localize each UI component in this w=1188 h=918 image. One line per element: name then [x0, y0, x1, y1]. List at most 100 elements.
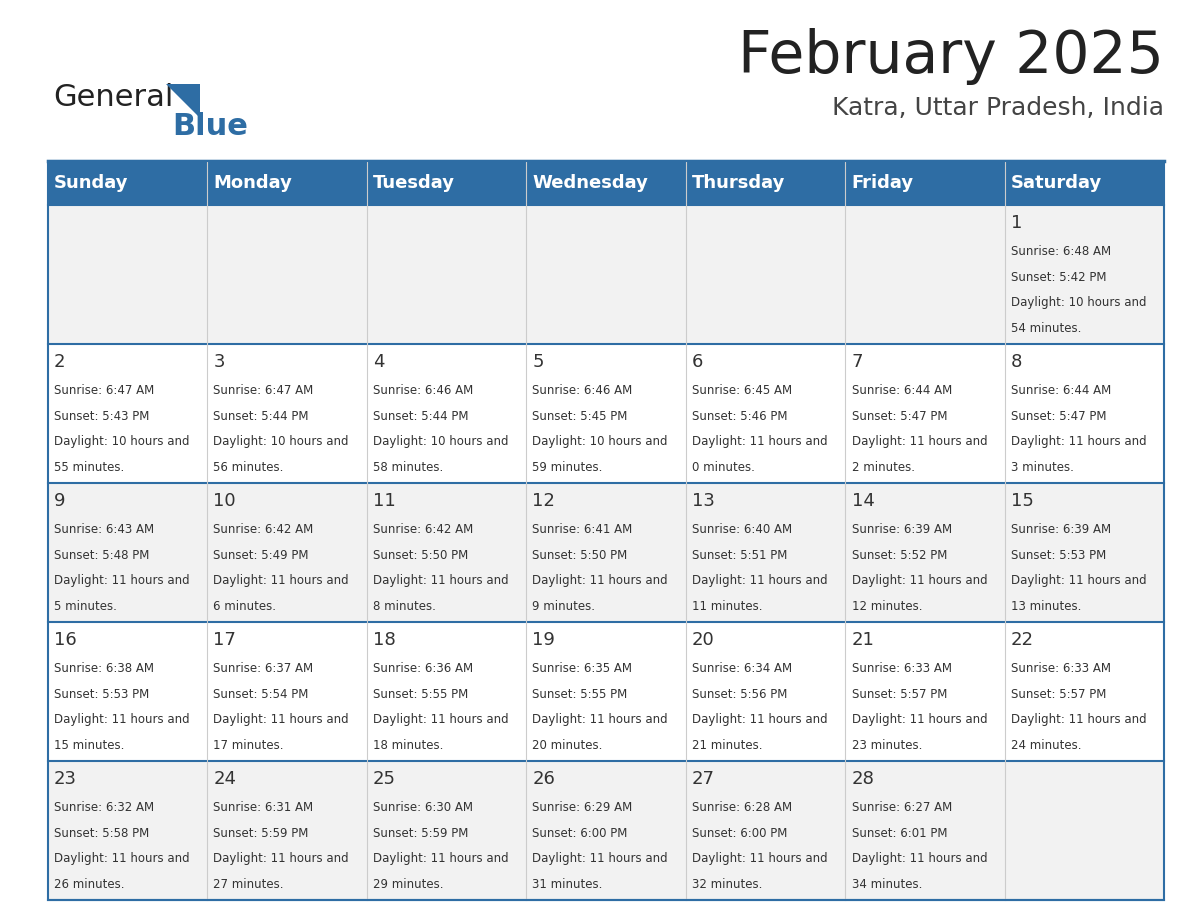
Text: Sunset: 5:56 PM: Sunset: 5:56 PM: [693, 688, 788, 700]
Text: Sunset: 5:58 PM: Sunset: 5:58 PM: [53, 827, 150, 840]
Text: 20: 20: [693, 632, 715, 649]
Text: Sunrise: 6:48 AM: Sunrise: 6:48 AM: [1011, 245, 1111, 258]
Text: 4: 4: [373, 353, 385, 372]
Text: Sunset: 6:01 PM: Sunset: 6:01 PM: [852, 827, 947, 840]
Text: 22: 22: [1011, 632, 1034, 649]
Text: 20 minutes.: 20 minutes.: [532, 739, 602, 752]
Text: Sunset: 5:52 PM: Sunset: 5:52 PM: [852, 549, 947, 562]
Text: 16: 16: [53, 632, 77, 649]
Text: 15 minutes.: 15 minutes.: [53, 739, 125, 752]
Text: Daylight: 10 hours and: Daylight: 10 hours and: [53, 435, 189, 448]
Text: Sunset: 5:44 PM: Sunset: 5:44 PM: [373, 409, 468, 422]
Text: 24 minutes.: 24 minutes.: [1011, 739, 1081, 752]
Text: 17: 17: [214, 632, 236, 649]
Text: Daylight: 11 hours and: Daylight: 11 hours and: [852, 853, 987, 866]
Text: Daylight: 11 hours and: Daylight: 11 hours and: [1011, 435, 1146, 448]
Text: 34 minutes.: 34 minutes.: [852, 879, 922, 891]
Text: 3: 3: [214, 353, 225, 372]
Text: 25: 25: [373, 770, 396, 789]
Bar: [48, 483, 1164, 621]
Text: Sunrise: 6:46 AM: Sunrise: 6:46 AM: [532, 384, 633, 397]
Text: Sunset: 5:43 PM: Sunset: 5:43 PM: [53, 409, 150, 422]
Text: Sunset: 5:45 PM: Sunset: 5:45 PM: [532, 409, 628, 422]
Text: Sunset: 5:48 PM: Sunset: 5:48 PM: [53, 549, 150, 562]
Polygon shape: [166, 84, 200, 118]
Text: Daylight: 11 hours and: Daylight: 11 hours and: [214, 575, 349, 588]
Text: 21: 21: [852, 632, 874, 649]
Text: Daylight: 11 hours and: Daylight: 11 hours and: [1011, 713, 1146, 726]
Text: Sunset: 5:50 PM: Sunset: 5:50 PM: [373, 549, 468, 562]
Text: Sunrise: 6:32 AM: Sunrise: 6:32 AM: [53, 801, 154, 814]
Text: Sunset: 5:59 PM: Sunset: 5:59 PM: [214, 827, 309, 840]
Text: 7: 7: [852, 353, 862, 372]
Text: Daylight: 11 hours and: Daylight: 11 hours and: [214, 713, 349, 726]
Text: Sunrise: 6:46 AM: Sunrise: 6:46 AM: [373, 384, 473, 397]
Text: Daylight: 11 hours and: Daylight: 11 hours and: [373, 853, 508, 866]
Text: Sunrise: 6:30 AM: Sunrise: 6:30 AM: [373, 801, 473, 814]
Text: 12 minutes.: 12 minutes.: [852, 600, 922, 613]
Text: Daylight: 11 hours and: Daylight: 11 hours and: [53, 713, 190, 726]
Text: 1: 1: [1011, 215, 1023, 232]
Bar: [48, 161, 1164, 900]
Text: Sunrise: 6:27 AM: Sunrise: 6:27 AM: [852, 801, 952, 814]
Text: Daylight: 10 hours and: Daylight: 10 hours and: [214, 435, 349, 448]
Text: 24: 24: [214, 770, 236, 789]
Text: 59 minutes.: 59 minutes.: [532, 461, 602, 474]
Text: Sunset: 5:57 PM: Sunset: 5:57 PM: [1011, 688, 1106, 700]
Text: February 2025: February 2025: [739, 28, 1164, 84]
Text: Sunrise: 6:47 AM: Sunrise: 6:47 AM: [214, 384, 314, 397]
Text: Wednesday: Wednesday: [532, 174, 649, 192]
Text: Sunset: 6:00 PM: Sunset: 6:00 PM: [532, 827, 628, 840]
Text: Sunrise: 6:39 AM: Sunrise: 6:39 AM: [852, 523, 952, 536]
Text: 26: 26: [532, 770, 555, 789]
Text: 13 minutes.: 13 minutes.: [1011, 600, 1081, 613]
Text: 18 minutes.: 18 minutes.: [373, 739, 443, 752]
Text: Sunrise: 6:36 AM: Sunrise: 6:36 AM: [373, 662, 473, 675]
Bar: [48, 205, 1164, 343]
Text: 8: 8: [1011, 353, 1023, 372]
Text: Daylight: 11 hours and: Daylight: 11 hours and: [693, 713, 828, 726]
Text: 18: 18: [373, 632, 396, 649]
Text: 12: 12: [532, 492, 555, 510]
Text: Daylight: 10 hours and: Daylight: 10 hours and: [373, 435, 508, 448]
Bar: [48, 761, 1164, 900]
Text: Sunset: 5:50 PM: Sunset: 5:50 PM: [532, 549, 627, 562]
Text: Daylight: 11 hours and: Daylight: 11 hours and: [693, 435, 828, 448]
Text: General: General: [53, 83, 173, 112]
Text: 13: 13: [693, 492, 715, 510]
Text: 2 minutes.: 2 minutes.: [852, 461, 915, 474]
Text: 55 minutes.: 55 minutes.: [53, 461, 125, 474]
Text: Daylight: 11 hours and: Daylight: 11 hours and: [852, 713, 987, 726]
Text: 21 minutes.: 21 minutes.: [693, 739, 763, 752]
Text: Sunset: 5:46 PM: Sunset: 5:46 PM: [693, 409, 788, 422]
Text: Sunset: 5:54 PM: Sunset: 5:54 PM: [214, 688, 309, 700]
Bar: [48, 621, 1164, 761]
Text: 11 minutes.: 11 minutes.: [693, 600, 763, 613]
Text: Saturday: Saturday: [1011, 174, 1102, 192]
Text: Sunrise: 6:28 AM: Sunrise: 6:28 AM: [693, 801, 792, 814]
Text: Sunset: 5:49 PM: Sunset: 5:49 PM: [214, 549, 309, 562]
Text: 26 minutes.: 26 minutes.: [53, 879, 125, 891]
Text: 23: 23: [53, 770, 77, 789]
Text: Daylight: 11 hours and: Daylight: 11 hours and: [53, 575, 190, 588]
Text: 32 minutes.: 32 minutes.: [693, 879, 763, 891]
Text: 10: 10: [214, 492, 236, 510]
Text: Sunrise: 6:34 AM: Sunrise: 6:34 AM: [693, 662, 792, 675]
Text: Sunrise: 6:40 AM: Sunrise: 6:40 AM: [693, 523, 792, 536]
Text: Sunrise: 6:33 AM: Sunrise: 6:33 AM: [852, 662, 952, 675]
Text: Sunset: 5:51 PM: Sunset: 5:51 PM: [693, 549, 788, 562]
Text: Sunrise: 6:29 AM: Sunrise: 6:29 AM: [532, 801, 633, 814]
Text: 58 minutes.: 58 minutes.: [373, 461, 443, 474]
Text: Sunset: 5:59 PM: Sunset: 5:59 PM: [373, 827, 468, 840]
Text: Sunrise: 6:44 AM: Sunrise: 6:44 AM: [852, 384, 952, 397]
Text: Sunrise: 6:35 AM: Sunrise: 6:35 AM: [532, 662, 632, 675]
Text: 54 minutes.: 54 minutes.: [1011, 322, 1081, 335]
Text: 27 minutes.: 27 minutes.: [214, 879, 284, 891]
Text: Daylight: 11 hours and: Daylight: 11 hours and: [532, 713, 668, 726]
Bar: [48, 343, 1164, 483]
Text: Daylight: 11 hours and: Daylight: 11 hours and: [693, 853, 828, 866]
Text: Daylight: 11 hours and: Daylight: 11 hours and: [1011, 575, 1146, 588]
Text: 31 minutes.: 31 minutes.: [532, 879, 602, 891]
Text: Daylight: 11 hours and: Daylight: 11 hours and: [852, 575, 987, 588]
Text: Sunrise: 6:43 AM: Sunrise: 6:43 AM: [53, 523, 154, 536]
